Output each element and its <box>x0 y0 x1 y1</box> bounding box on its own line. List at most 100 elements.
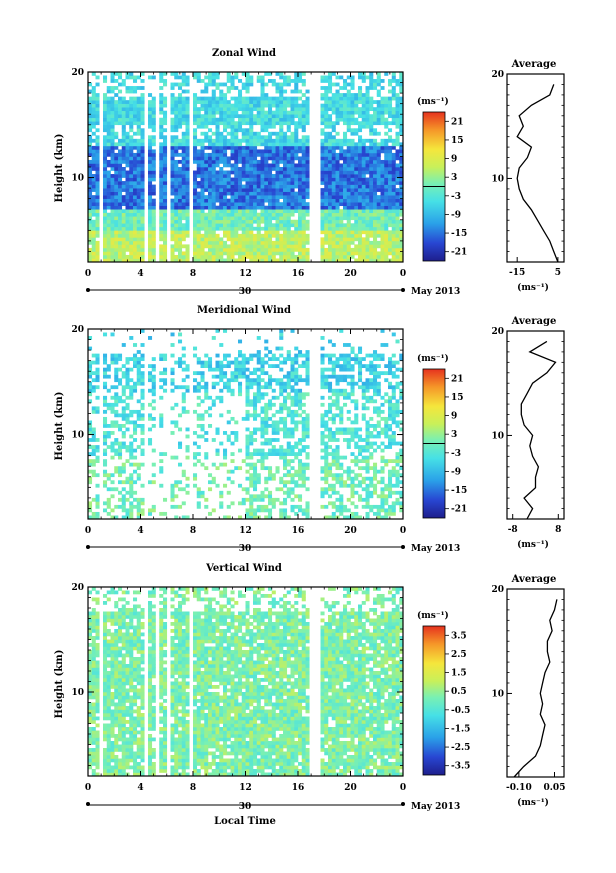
heatmap-cell <box>256 223 261 228</box>
heatmap-cell <box>264 177 269 182</box>
heatmap-cell <box>260 508 265 513</box>
heatmap-cell <box>391 240 396 245</box>
heatmap-cell <box>91 202 96 207</box>
heatmap-cell <box>245 75 250 80</box>
heatmap-cell <box>200 188 205 192</box>
heatmap-cell <box>88 212 93 217</box>
heatmap-cell <box>384 508 389 513</box>
heatmap-cell <box>223 216 228 221</box>
heatmap-cell <box>343 258 348 263</box>
heatmap-cell <box>148 388 153 393</box>
heatmap-cell <box>320 191 325 196</box>
heatmap-cell <box>241 497 246 502</box>
heatmap-cell <box>388 427 393 432</box>
heatmap-cell <box>388 476 393 481</box>
heatmap-cell <box>358 205 363 210</box>
heatmap-cell <box>290 466 295 471</box>
heatmap-cell <box>290 251 295 256</box>
heatmap-cell <box>384 212 389 217</box>
heatmap-cell <box>354 233 359 238</box>
heatmap-cell <box>140 244 145 249</box>
heatmap-cell <box>95 114 100 119</box>
heatmap-cell <box>365 399 370 404</box>
heatmap-cell <box>384 145 389 150</box>
heatmap-cell <box>174 233 179 238</box>
heatmap-cell <box>339 170 344 175</box>
heatmap-cell <box>324 219 329 224</box>
heatmap-cell <box>305 487 310 492</box>
heatmap-cell <box>279 427 284 432</box>
heatmap-cell <box>170 72 175 76</box>
heatmap-cell <box>234 72 239 76</box>
heatmap-cell <box>133 258 138 263</box>
heatmap-cell <box>234 247 239 252</box>
heatmap-cell <box>275 110 280 115</box>
heatmap-cell <box>163 244 168 249</box>
heatmap-cell <box>174 483 179 488</box>
heatmap-cell <box>118 455 123 460</box>
heatmap-cell <box>339 156 344 161</box>
heatmap-cell <box>339 480 344 485</box>
heatmap-cell <box>114 167 119 171</box>
heatmap-cell <box>121 216 126 221</box>
heatmap-cell <box>373 159 378 164</box>
heatmap-cell <box>140 170 145 175</box>
heatmap-cell <box>106 223 111 228</box>
heatmap-cell <box>114 198 119 203</box>
heatmap-cell <box>328 159 333 164</box>
heatmap-cell <box>211 121 216 126</box>
heatmap-cell <box>88 142 93 147</box>
heatmap-cell <box>129 244 134 249</box>
colorbar-tick-label: -3 <box>451 192 461 202</box>
heatmap-cell <box>275 159 280 164</box>
heatmap-cell <box>219 202 224 207</box>
heatmap-cell <box>339 177 344 182</box>
heatmap-cell <box>118 138 123 143</box>
heatmap-cell <box>170 212 175 217</box>
heatmap-cell <box>365 448 370 453</box>
heatmap-cell <box>373 392 378 397</box>
heatmap-cell <box>163 100 168 104</box>
heatmap-cell <box>260 195 265 199</box>
heatmap-cell <box>118 395 123 400</box>
heatmap-cell <box>268 100 273 104</box>
heatmap-cell <box>268 473 273 478</box>
heatmap-cell <box>181 501 186 506</box>
heatmap-cell <box>399 89 404 94</box>
heatmap-cell <box>320 181 325 185</box>
heatmap-cell <box>253 466 258 471</box>
heatmap-cell <box>118 424 123 428</box>
heatmap-cell <box>395 230 400 235</box>
heatmap-cell <box>399 508 404 513</box>
colorbar-tick-label: 9 <box>451 155 457 165</box>
heatmap-cell <box>264 209 269 214</box>
heatmap-cell <box>354 128 359 133</box>
heatmap-cell <box>286 219 291 224</box>
heatmap-cell <box>256 427 261 432</box>
heatmap-cell <box>286 494 291 499</box>
heatmap-cell <box>305 135 310 140</box>
heatmap-cell <box>283 466 288 471</box>
heatmap-cell <box>219 490 224 495</box>
heatmap-cell <box>358 114 363 119</box>
heatmap-cell <box>279 117 284 122</box>
heatmap-cell <box>271 188 276 192</box>
heatmap-cell <box>279 100 284 104</box>
heatmap-cell <box>350 170 355 175</box>
heatmap-cell <box>106 142 111 147</box>
heatmap-cell <box>140 237 145 242</box>
heatmap-cell <box>88 504 93 509</box>
heatmap-cell <box>328 149 333 154</box>
heatmap-cell <box>286 103 291 108</box>
heatmap-cell <box>95 501 100 506</box>
heatmap-cell <box>211 219 216 224</box>
heatmap-cell <box>253 431 258 435</box>
heatmap-cell <box>136 476 141 481</box>
heatmap-cell <box>399 247 404 252</box>
heatmap-cell <box>301 174 306 178</box>
heatmap-cell <box>241 96 246 101</box>
heatmap-cell <box>373 149 378 154</box>
heatmap-cell <box>185 142 190 147</box>
heatmap-cell <box>223 247 228 252</box>
heatmap-cell <box>91 448 96 453</box>
